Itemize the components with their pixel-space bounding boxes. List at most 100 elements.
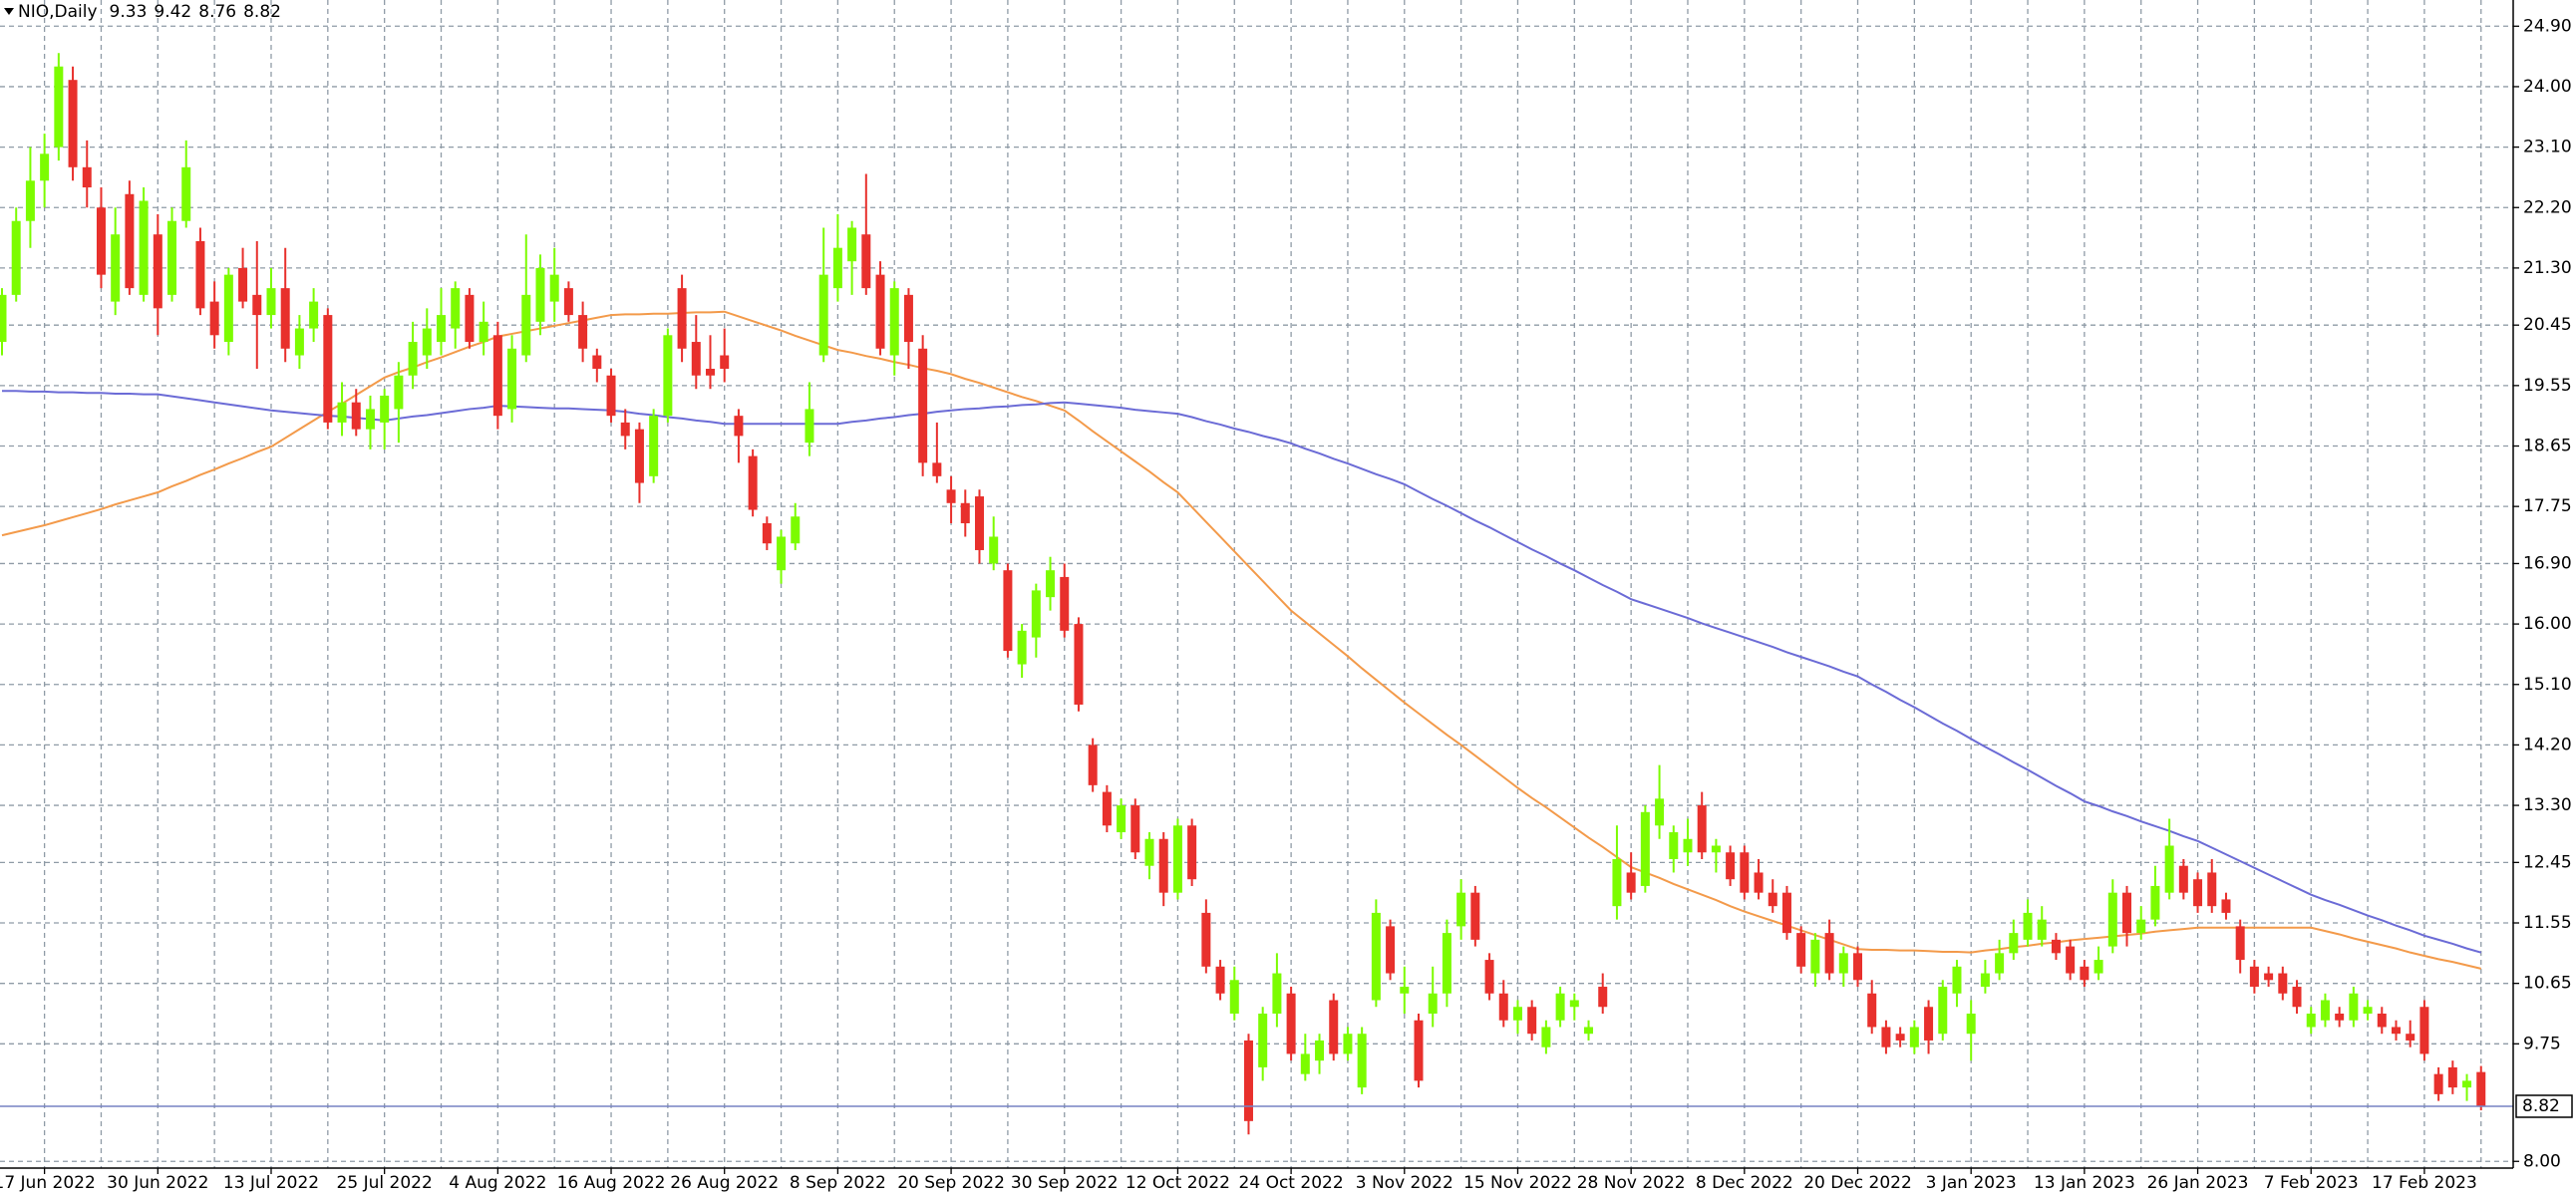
- candle-body: [832, 247, 842, 289]
- candle-body: [309, 301, 319, 329]
- candle-body: [677, 288, 687, 349]
- candle-body: [337, 402, 347, 423]
- candle-body: [791, 516, 801, 544]
- candle-body: [1172, 825, 1182, 893]
- candle-body: [932, 462, 942, 476]
- candle-body: [1612, 858, 1622, 907]
- candle-body: [1201, 912, 1211, 967]
- candle-body: [1484, 960, 1494, 994]
- candle-body: [1456, 892, 1466, 927]
- candle-body: [762, 523, 772, 544]
- x-tick-label: 7 Feb 2023: [2264, 1173, 2359, 1193]
- x-tick-label: 3 Jan 2023: [1926, 1173, 2017, 1193]
- y-tick-label: 12.45: [2523, 852, 2572, 872]
- candle-body: [974, 496, 984, 550]
- candle-body: [1428, 993, 1438, 1014]
- candle-body: [2009, 933, 2019, 954]
- candle-body: [394, 375, 404, 410]
- candle-body: [2406, 1034, 2415, 1041]
- candle-body: [1697, 805, 1707, 853]
- candle-body: [720, 355, 730, 369]
- candle-body: [2447, 1066, 2457, 1088]
- candle-body: [323, 315, 333, 423]
- candle-body: [1243, 1040, 1253, 1121]
- candle-body: [818, 274, 828, 356]
- candle-body: [2164, 845, 2174, 893]
- candle-body: [365, 409, 375, 430]
- y-tick-label: 14.20: [2523, 735, 2572, 754]
- candle-body: [592, 355, 602, 369]
- candle-body: [2249, 966, 2259, 988]
- candle-body: [1995, 953, 2005, 974]
- candle-body: [1414, 1020, 1424, 1081]
- candle-body: [125, 193, 135, 289]
- candle-body: [620, 422, 630, 437]
- candle-body: [68, 80, 78, 167]
- x-tick-label: 12 Oct 2022: [1126, 1173, 1230, 1193]
- candle-body: [663, 335, 673, 417]
- candle-body: [0, 294, 7, 343]
- candle-body: [1683, 838, 1693, 853]
- candle-body: [437, 315, 447, 343]
- candle-body: [1286, 993, 1296, 1054]
- x-tick-label: 20 Dec 2022: [1803, 1173, 1912, 1193]
- candle-body: [1046, 570, 1056, 598]
- candle-body: [1258, 1013, 1268, 1067]
- candle-body: [847, 227, 857, 262]
- candle-body: [2221, 899, 2231, 913]
- candle-body: [1117, 805, 1127, 833]
- y-tick-label: 10.65: [2523, 974, 2572, 994]
- candle-body: [1640, 811, 1650, 886]
- candle-body: [918, 348, 928, 463]
- candle-body: [2335, 1013, 2345, 1021]
- candle-body: [691, 342, 701, 376]
- x-tick-label: 28 Nov 2022: [1577, 1173, 1686, 1193]
- y-tick-label: 16.00: [2523, 614, 2572, 634]
- candle-body: [1711, 845, 1721, 853]
- candle-body: [380, 395, 390, 423]
- candle-body: [1555, 993, 1565, 1021]
- candle-body: [266, 288, 276, 316]
- candle-body: [1329, 1000, 1339, 1054]
- y-tick-label: 19.55: [2523, 376, 2572, 396]
- candle-body: [1952, 966, 1962, 994]
- candle-body: [54, 66, 64, 148]
- candle-body: [507, 348, 517, 410]
- candle-body: [2150, 885, 2160, 920]
- candle-body: [280, 288, 290, 349]
- x-tick-label: 3 Nov 2022: [1356, 1173, 1453, 1193]
- candle-body: [2419, 1007, 2429, 1054]
- x-tick-label: 30 Jun 2022: [107, 1173, 208, 1193]
- candle-body: [2051, 939, 2061, 954]
- candle-body: [1300, 1053, 1310, 1074]
- candle-body: [1031, 590, 1041, 638]
- symbol-menu-arrow[interactable]: [4, 8, 14, 15]
- y-tick-label: 21.30: [2523, 258, 2572, 278]
- candle-body: [1867, 993, 1877, 1028]
- symbol-name: NIO,Daily: [18, 2, 98, 22]
- candle-body: [1598, 987, 1608, 1008]
- candle-body: [748, 455, 758, 510]
- candle-body: [960, 502, 970, 524]
- candle-body: [1754, 872, 1764, 893]
- candle-body: [1371, 912, 1381, 1001]
- candle-body: [535, 267, 545, 322]
- candle-body: [1144, 838, 1154, 866]
- candle-body: [1740, 852, 1750, 893]
- candle-body: [1980, 973, 1990, 988]
- candle-body: [2391, 1027, 2401, 1035]
- candle-body: [1102, 791, 1112, 826]
- y-tick-label: 15.10: [2523, 675, 2572, 695]
- candle-body: [1938, 987, 1948, 1035]
- y-tick-label: 16.90: [2523, 553, 2572, 573]
- candle-body: [479, 321, 488, 343]
- last-high: 9.42: [154, 2, 191, 22]
- x-tick-label: 26 Aug 2022: [670, 1173, 779, 1193]
- candle-body: [1130, 805, 1140, 853]
- candle-body: [82, 166, 92, 188]
- candle-body: [1074, 624, 1084, 705]
- candle-body: [2107, 892, 2117, 947]
- candle-body: [1541, 1027, 1551, 1047]
- candle-body: [1726, 852, 1736, 880]
- candle-body: [946, 489, 956, 503]
